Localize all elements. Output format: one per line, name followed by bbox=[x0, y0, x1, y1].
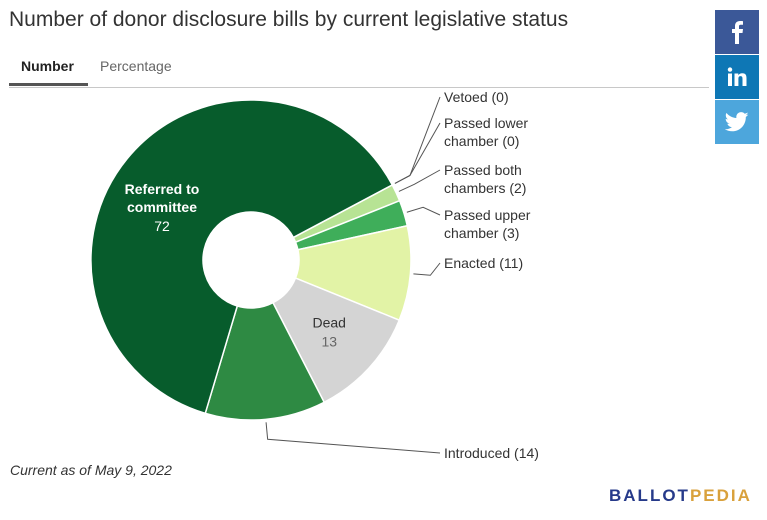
ballotpedia-logo[interactable]: BALLOTPEDIA bbox=[609, 486, 752, 506]
tab-number[interactable]: Number bbox=[21, 58, 74, 74]
leader-line-passed-lower-chamber bbox=[394, 122, 441, 184]
chart-title: Number of donor disclosure bills by curr… bbox=[9, 8, 569, 31]
slice-label-passed-lower-chamber: Passed lower bbox=[444, 115, 528, 131]
leader-line-enacted bbox=[413, 262, 441, 276]
slice-label-enacted: Enacted (11) bbox=[444, 255, 523, 271]
logo-text-pedia: PEDIA bbox=[689, 486, 752, 505]
slice-enacted bbox=[294, 224, 412, 322]
logo-text-ballot: BALLOT bbox=[609, 486, 690, 505]
leader-line-introduced bbox=[265, 422, 441, 454]
slice-label-passed-upper-chamber: chamber (3) bbox=[444, 225, 519, 241]
leader-line-vetoed bbox=[394, 96, 441, 184]
slice-value-referred-to-committee: 72 bbox=[154, 218, 170, 234]
slice-label-referred-to-committee: committee bbox=[127, 199, 197, 215]
leader-line-passed-upper-chamber bbox=[406, 206, 441, 216]
slice-label-passed-both-chambers: chambers (2) bbox=[444, 180, 526, 196]
leader-line-passed-both-chambers bbox=[398, 169, 441, 192]
slice-value-dead: 13 bbox=[321, 334, 337, 350]
slice-dead bbox=[271, 277, 401, 404]
view-tabs: Number Percentage bbox=[9, 56, 709, 88]
slice-referred-to-committee bbox=[90, 99, 394, 415]
slice-label-referred-to-committee: Referred to bbox=[125, 181, 200, 197]
facebook-share-button[interactable] bbox=[715, 10, 759, 54]
facebook-icon bbox=[732, 21, 743, 44]
tab-percentage[interactable]: Percentage bbox=[100, 58, 172, 74]
slice-label-vetoed: Vetoed (0) bbox=[444, 89, 509, 105]
slice-label-introduced: Introduced (14) bbox=[444, 445, 539, 461]
twitter-share-button[interactable] bbox=[715, 100, 759, 144]
slice-label-passed-lower-chamber: chamber (0) bbox=[444, 133, 519, 149]
slice-label-passed-both-chambers: Passed both bbox=[444, 162, 522, 178]
linkedin-icon bbox=[727, 67, 747, 86]
active-tab-indicator bbox=[9, 83, 88, 86]
slice-introduced bbox=[204, 301, 326, 421]
linkedin-share-button[interactable] bbox=[715, 55, 759, 99]
slice-label-passed-upper-chamber: Passed upper bbox=[444, 207, 531, 223]
twitter-icon bbox=[725, 112, 749, 132]
slice-label-dead: Dead bbox=[312, 315, 345, 331]
as-of-date-note: Current as of May 9, 2022 bbox=[10, 462, 172, 478]
